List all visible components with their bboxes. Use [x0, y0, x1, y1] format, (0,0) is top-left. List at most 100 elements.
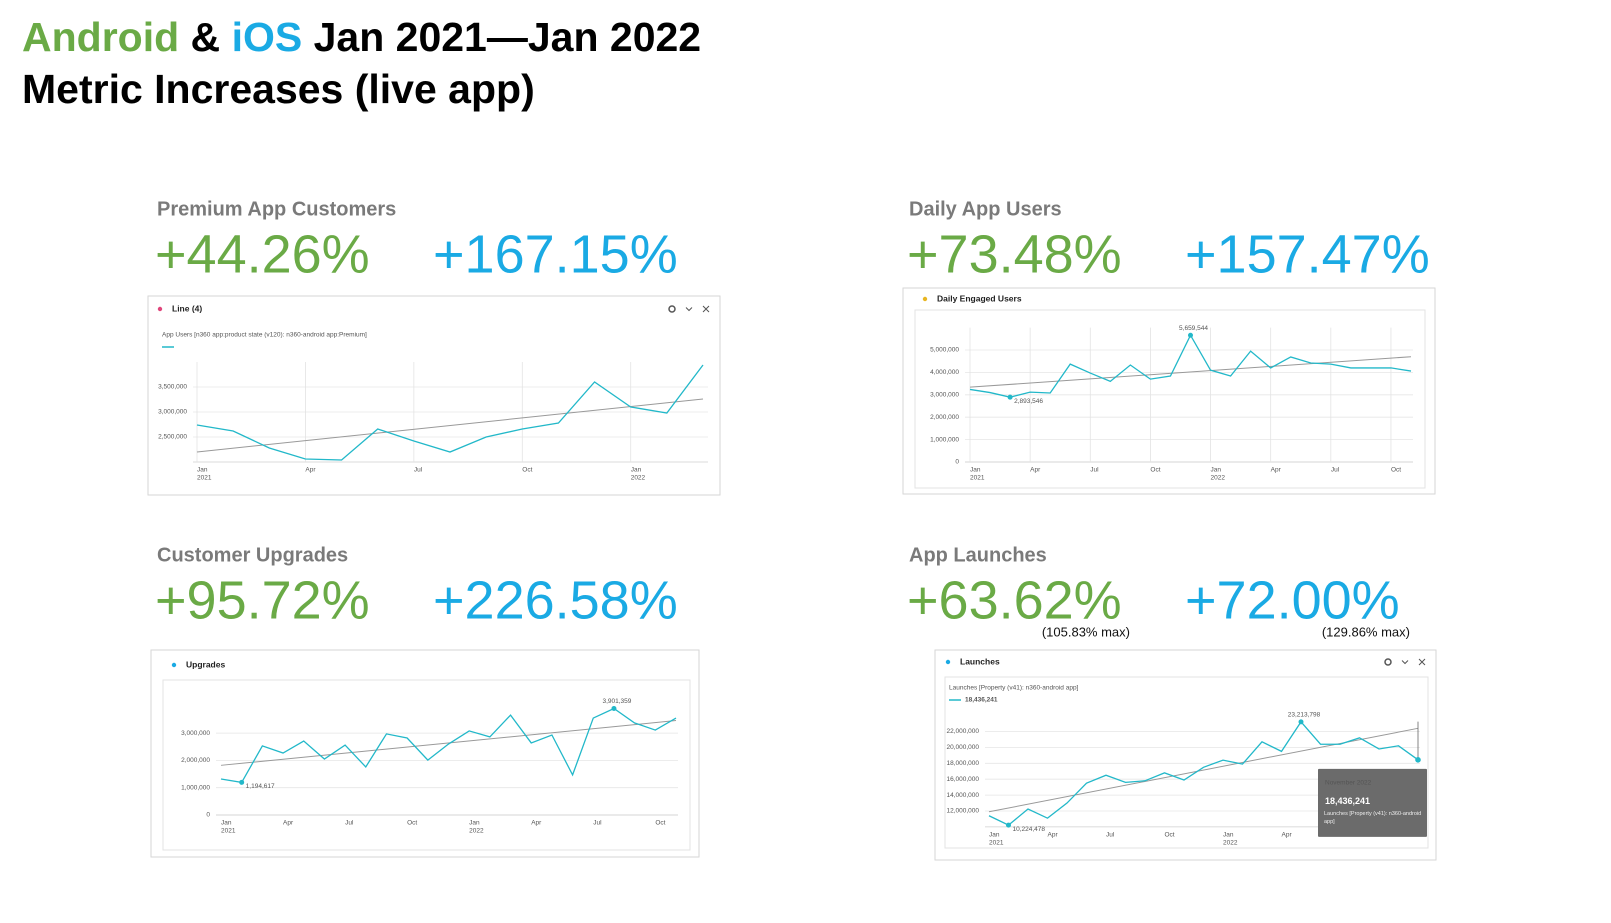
x-tick-label: Jul	[1106, 832, 1115, 839]
tooltip-value: 18,436,241	[1325, 796, 1370, 806]
data-line	[988, 720, 1419, 826]
trend-line	[220, 720, 677, 766]
panel-heading: Daily App Users	[909, 198, 1062, 220]
ios-increase: +226.58%	[433, 570, 678, 630]
android-note: (105.83% max)	[1042, 624, 1130, 639]
settings-icon	[668, 305, 676, 313]
x-tick-year: 2022	[1211, 475, 1226, 482]
x-tick-label: Apr	[1282, 832, 1293, 839]
x-tick-year: 2021	[197, 475, 212, 482]
trend-line	[196, 398, 704, 453]
chart: Daily Engaged Users 0 1,000,000 2,000,000 3,…	[902, 287, 1436, 495]
x-tick-label: Jan	[989, 832, 1000, 839]
x-tick-label: Jul	[414, 467, 423, 474]
y-tick-label: 12,000,000	[946, 808, 979, 815]
x-tick-label: Jan	[197, 467, 208, 474]
ios-increase: +157.47%	[1185, 224, 1430, 284]
y-tick-label: 3,500,000	[158, 384, 187, 391]
y-tick-label: 2,000,000	[930, 414, 959, 421]
x-tick-label: Apr	[531, 820, 542, 827]
collapse-icon	[685, 307, 693, 312]
tooltip-box	[1318, 768, 1427, 837]
x-tick-label: Jan	[970, 467, 981, 474]
x-tick-label: Oct	[655, 820, 665, 827]
x-tick-year: 2022	[1223, 840, 1238, 847]
value-label: 10,224,478	[1013, 826, 1046, 833]
chart: Launches Launches [Property (v41): n360-a…	[934, 649, 1437, 861]
subtitle: Metric Increases (live app)	[22, 66, 535, 112]
android-increase: +73.48%	[907, 224, 1122, 284]
value-label: 2,893,546	[1014, 398, 1043, 405]
chart-subtitle: Launches [Property (v41): n360-android a…	[949, 685, 1079, 692]
x-tick-label: Apr	[305, 467, 316, 474]
value-label: 23,213,798	[1288, 712, 1321, 719]
chart-icon	[922, 296, 928, 302]
tooltip-series-box: Launches [Property (v41): n360-android a…	[1324, 810, 1422, 825]
y-tick-label: 3,000,000	[181, 730, 210, 737]
close-icon	[702, 305, 710, 313]
chart-icon	[157, 306, 163, 312]
y-tick-label: 3,000,000	[930, 392, 959, 399]
x-tick-label: Oct	[1165, 832, 1175, 839]
android-increase: +44.26%	[155, 224, 370, 284]
x-tick-year: 2022	[631, 475, 646, 482]
y-tick-label: 4,000,000	[930, 369, 959, 376]
x-tick-label: Apr	[1271, 467, 1282, 474]
x-tick-year: 2021	[989, 840, 1004, 847]
y-tick-label: 1,000,000	[930, 436, 959, 443]
y-tick-label: 14,000,000	[946, 792, 979, 799]
y-tick-label: 16,000,000	[946, 776, 979, 783]
panel-heading: App Launches	[909, 544, 1047, 566]
tooltip-point	[1415, 757, 1421, 763]
x-tick-label: Apr	[1030, 467, 1041, 474]
collapse-icon	[1401, 660, 1409, 665]
chart-title: Line (4)	[172, 303, 202, 313]
value-label: 5,659,544	[1179, 325, 1208, 332]
x-tick-year: 2022	[469, 828, 484, 835]
trend-line	[969, 356, 1412, 388]
chart-icon	[171, 662, 177, 668]
close-icon	[1418, 658, 1426, 666]
highlight-point	[1298, 719, 1304, 725]
y-tick-label: 22,000,000	[946, 728, 979, 735]
settings-icon	[1384, 658, 1392, 666]
x-tick-label: Jan	[469, 820, 480, 827]
highlight-point	[611, 705, 617, 711]
chart-frame	[147, 295, 721, 496]
chart-icon	[945, 659, 951, 665]
x-tick-year: 2021	[970, 475, 985, 482]
chart-title: Daily Engaged Users	[937, 293, 1022, 303]
y-tick-label: 0	[955, 459, 959, 466]
x-tick-label: Jan	[1211, 467, 1222, 474]
chart-title: Upgrades	[186, 659, 225, 669]
x-tick-label: Oct	[1150, 467, 1160, 474]
ios-increase: +167.15%	[433, 224, 678, 284]
highlight-point	[1006, 822, 1011, 828]
value-label: 3,901,359	[602, 698, 631, 705]
highlight-point	[1007, 394, 1013, 400]
x-tick-label: Jul	[593, 820, 602, 827]
x-tick-label: Oct	[522, 467, 532, 474]
chart: Upgrades01,000,0002,000,0003,000,000Jan2…	[150, 649, 700, 858]
x-tick-label: Jul	[1090, 467, 1099, 474]
chart-inner-frame	[914, 309, 1426, 489]
title-line: Android & iOS Jan 2021—Jan 2022	[22, 14, 701, 60]
x-tick-label: Apr	[1048, 832, 1059, 839]
tooltip-series: Launches [Property (v41): n360-android a…	[1324, 810, 1422, 825]
y-tick-label: 3,000,000	[158, 409, 187, 416]
y-tick-label: 18,000,000	[946, 760, 979, 767]
android-increase: +95.72%	[155, 570, 370, 630]
chart-frame	[150, 649, 700, 858]
x-tick-label: Jan	[221, 820, 232, 827]
ios-word: iOS	[232, 14, 303, 60]
x-tick-label: Oct	[407, 820, 417, 827]
legend-value: 18,436,241	[965, 697, 998, 704]
android-word: Android	[22, 14, 179, 60]
chart-title: Launches	[960, 656, 1000, 666]
x-tick-label: Jul	[1331, 467, 1340, 474]
ios-note: (129.86% max)	[1322, 624, 1410, 639]
y-tick-label: 20,000,000	[946, 744, 979, 751]
chart-frame	[902, 287, 1436, 495]
x-tick-label: Jan	[631, 467, 642, 474]
